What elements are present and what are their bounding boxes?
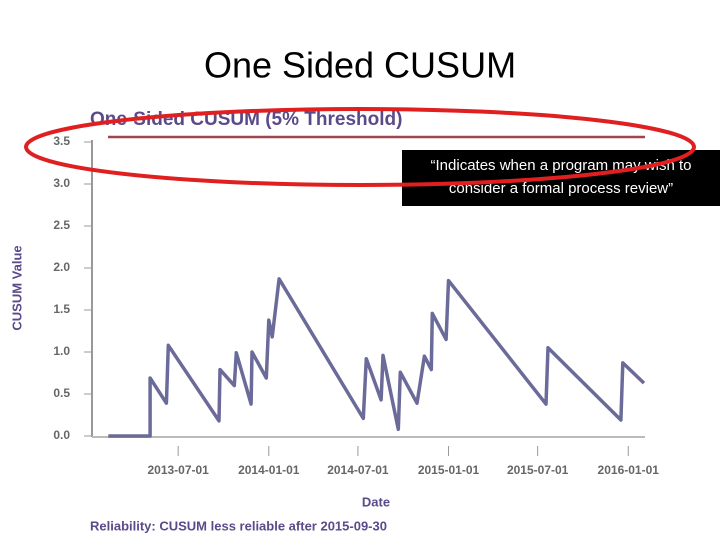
x-tick-label: 2015-07-01: [507, 463, 569, 477]
annotation-text: consider a formal process review”: [449, 180, 673, 197]
slide-title: One Sided CUSUM: [204, 45, 516, 86]
y-tick-label: 1.0: [53, 344, 70, 358]
y-tick-label: 2.0: [53, 260, 70, 274]
x-tick-label: 2014-01-01: [238, 463, 300, 477]
y-axis-label: CUSUM Value: [9, 245, 24, 330]
x-tick-label: 2013-07-01: [147, 463, 209, 477]
reliability-note: Reliability: CUSUM less reliable after 2…: [90, 518, 387, 533]
y-tick-label: 2.5: [53, 218, 70, 232]
y-tick-label: 0.0: [53, 428, 70, 442]
x-tick-label: 2016-01-01: [598, 463, 660, 477]
x-tick-label: 2015-01-01: [418, 463, 480, 477]
plot: 0.0 0.5 1.0 1.5 2.0 2.5 3.0 3.5 2013-07-01 2014-0…: [53, 134, 659, 477]
x-tick-label: 2014-07-01: [327, 463, 389, 477]
y-tick-label: 0.5: [53, 386, 70, 400]
y-tick-label: 3.0: [53, 176, 70, 190]
cusum-line: [108, 277, 646, 438]
y-tick-label: 3.5: [53, 134, 70, 148]
x-axis-label: Date: [362, 494, 390, 509]
y-tick-label: 1.5: [53, 302, 70, 316]
highlight-ellipse: [24, 107, 696, 187]
